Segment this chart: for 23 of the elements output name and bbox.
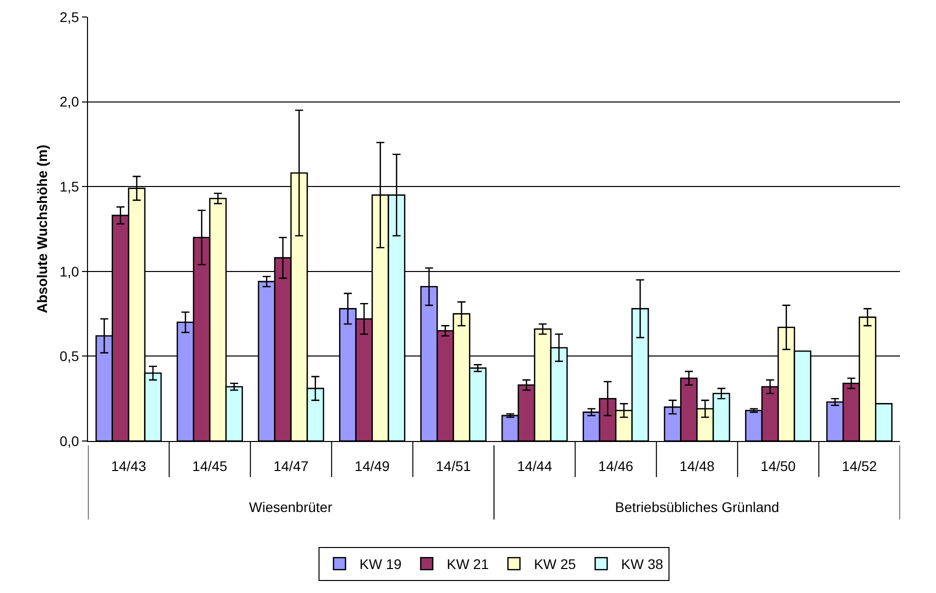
x-tick-label: 14/48 [679, 458, 715, 474]
x-tick-label: 14/47 [273, 458, 309, 474]
y-tick-label: 0,0 [60, 432, 80, 449]
x-tick-label: 14/49 [354, 458, 390, 474]
y-tick-label: 0,5 [60, 348, 80, 364]
text: Betriebsübliches Grünland [615, 499, 780, 515]
y-tick-label: 2,0 [60, 94, 80, 110]
legend-label: KW 21 [446, 556, 489, 572]
x-tick-label: 14/51 [436, 458, 472, 474]
text: Wiesenbrüter [249, 499, 333, 515]
x-tick-label: 14/52 [842, 458, 878, 474]
x-tick-label: 14/45 [192, 458, 228, 474]
x-tick-label: 14/44 [517, 458, 552, 474]
x-tick-label: 14/46 [598, 458, 634, 474]
x-tick-label: 14/43 [111, 458, 146, 474]
x-tick-label: 14/50 [760, 458, 796, 474]
legend-label: KW 25 [534, 556, 576, 572]
y-axis-title: Absolute Wuchshöhe (m) [34, 144, 50, 314]
y-tick-label: 1,5 [60, 178, 80, 194]
legend-label: KW 19 [360, 556, 402, 572]
y-tick-label: 1,0 [60, 263, 80, 280]
legend-label: KW 38 [621, 556, 664, 572]
y-tick-label: 2,5 [60, 8, 80, 25]
